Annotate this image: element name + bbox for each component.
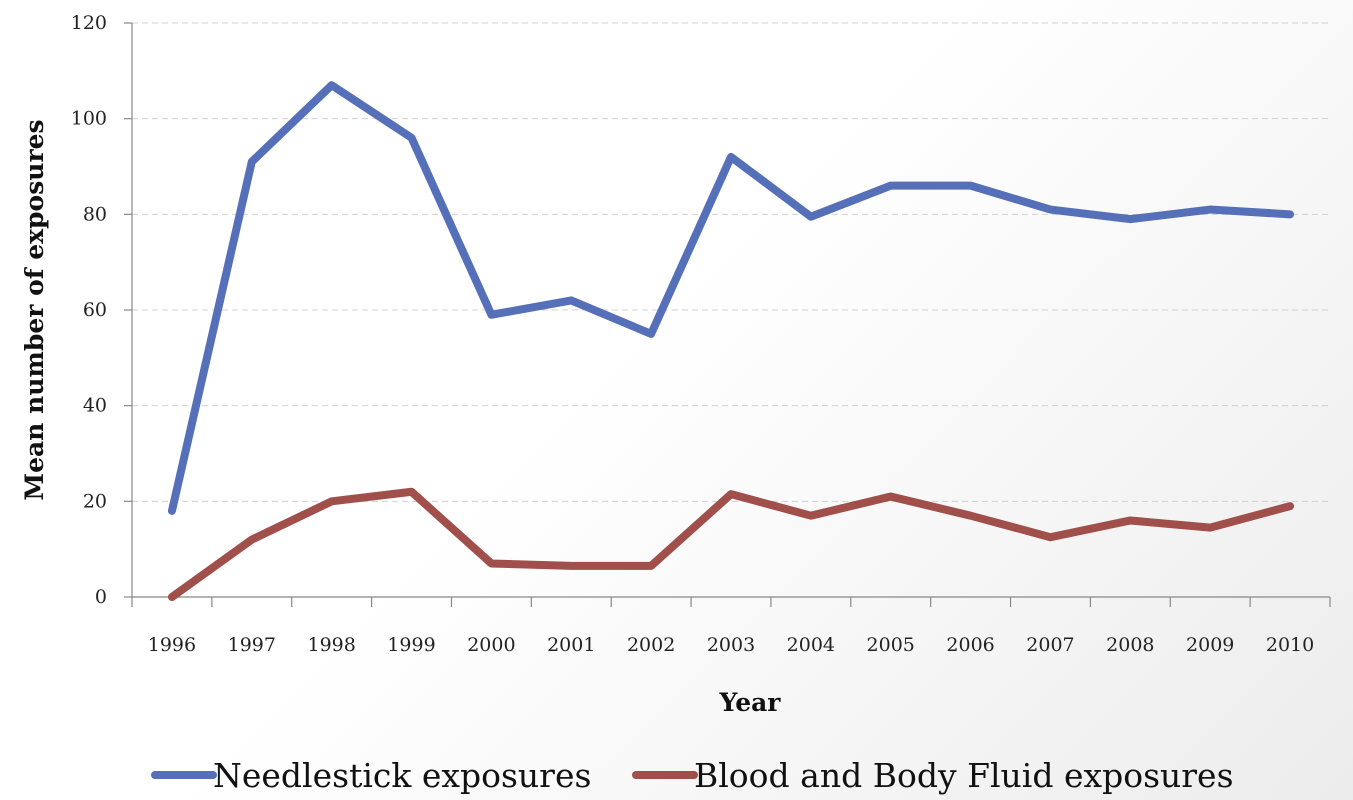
x-tick-label: 2004	[787, 634, 835, 656]
x-tick-label: 2002	[627, 634, 675, 656]
y-tick-label: 120	[71, 12, 107, 34]
x-axis-title: Year	[719, 688, 782, 717]
legend-label: Needlestick exposures	[213, 756, 591, 795]
y-tick-label: 20	[83, 490, 107, 512]
x-tick-label: 2007	[1026, 634, 1074, 656]
x-tick-label: 1996	[148, 634, 196, 656]
y-tick-label: 0	[95, 586, 107, 608]
axes: 0 20 40 60 80 100 120 1996 1997 1998 1999 2000 2001 2…	[71, 12, 1331, 656]
y-tick-label: 40	[83, 395, 107, 417]
legend-label: Blood and Body Fluid exposures	[694, 756, 1234, 795]
x-tick-label: 1998	[307, 634, 355, 656]
grid	[132, 22, 1330, 502]
x-tick-label: 2005	[867, 634, 915, 656]
x-tick-label: 2003	[707, 634, 755, 656]
legend: Needlestick exposures Blood and Body Flui…	[151, 756, 1234, 795]
y-tick-label: 60	[83, 299, 107, 321]
series	[167, 81, 1295, 601]
x-tick-label: 2001	[547, 634, 595, 656]
series-line-blood-body-fluid	[167, 487, 1295, 601]
x-tick-label: 2006	[946, 634, 994, 656]
y-tick-label: 100	[71, 108, 107, 130]
y-axis-title: Mean number of exposures	[20, 119, 49, 500]
x-tick-label: 2010	[1266, 634, 1314, 656]
x-tick-label: 1997	[228, 634, 276, 656]
x-tick-label: 1999	[387, 634, 435, 656]
x-tick-label: 2000	[467, 634, 515, 656]
series-line-needlestick	[167, 81, 1295, 515]
x-tick-label: 2008	[1106, 634, 1154, 656]
x-tick-label: 2009	[1186, 634, 1234, 656]
y-tick-label: 80	[83, 203, 107, 225]
